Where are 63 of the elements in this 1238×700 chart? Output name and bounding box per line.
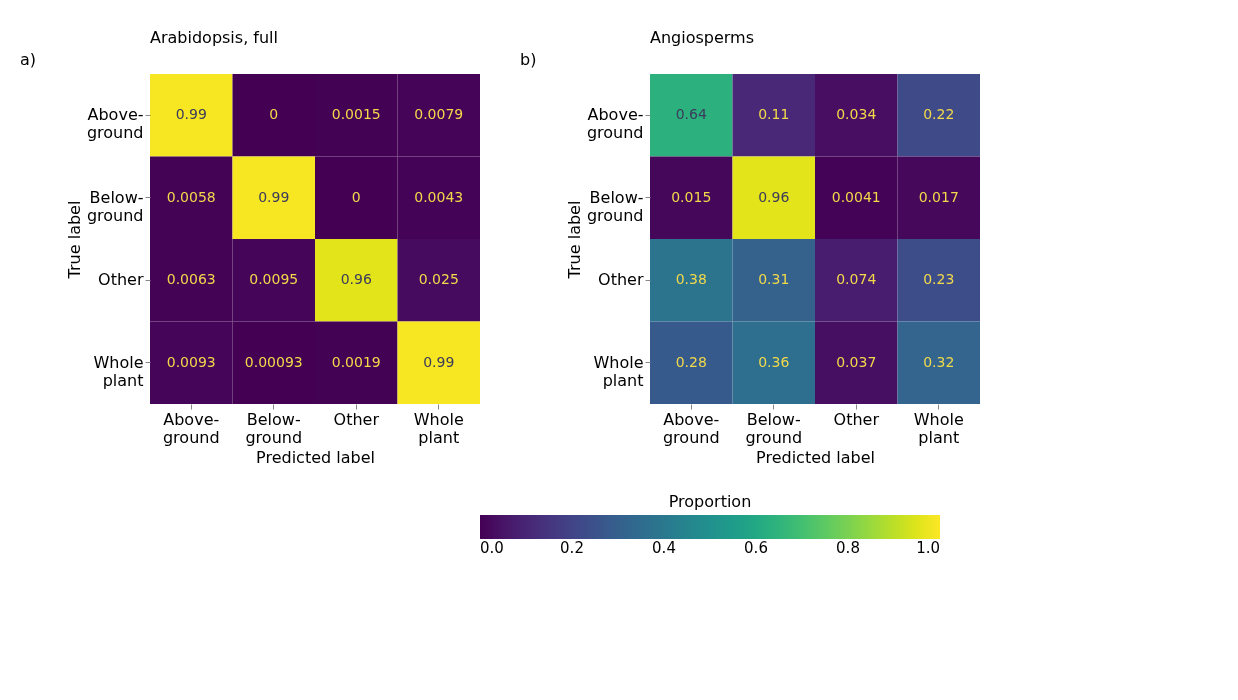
chart-title: Angiosperms [650, 28, 755, 47]
chart-title: Arabidopsis, full [150, 28, 278, 47]
data-label: 0.0093 [166, 353, 216, 370]
color-bar-title: Proportion [668, 492, 752, 511]
data-label: 0.23 [923, 271, 955, 288]
x-tick-label: Below-ground [245, 409, 303, 447]
data-label: 0.0041 [831, 188, 881, 205]
y-tick-label: Below-ground [86, 187, 144, 225]
data-label: 0.64 [675, 106, 707, 123]
y-tick-label: Whole plant [593, 352, 644, 390]
y-tick-label: Other [98, 270, 144, 290]
text: a) [20, 50, 37, 69]
data-label: 0.025 [418, 271, 459, 288]
data-label: 0 [269, 106, 279, 123]
data-label: 0 [351, 188, 361, 205]
y-tick-label: Other [598, 270, 644, 290]
data-label: 0.0015 [331, 106, 381, 123]
data-label: 0.99 [423, 353, 455, 370]
data-label: 0.36 [758, 353, 790, 370]
data-label: 0.0043 [414, 188, 464, 205]
y-tick-label: Below-ground [586, 187, 644, 225]
data-label: 0.074 [836, 271, 877, 288]
data-label: 0.00093 [244, 353, 303, 370]
data-label: 0.96 [758, 188, 790, 205]
data-label: 0.037 [836, 353, 877, 370]
x-axis-title: Predicted label [756, 447, 875, 467]
x-tick-label: Below-ground [745, 409, 803, 447]
data-label: 0.99 [175, 106, 207, 123]
color-bar-label: 0.6 [744, 539, 768, 557]
data-label: 0.38 [675, 271, 707, 288]
x-tick-label: Other [833, 409, 880, 429]
color-bar-label: 0.4 [652, 539, 676, 557]
x-tick-label: Other [333, 409, 380, 429]
data-label: 0.0019 [331, 353, 381, 370]
color-bar-label: 1.0 [916, 539, 940, 557]
color-bar-label: 0.0 [480, 539, 504, 557]
color-bar-label: 0.8 [836, 539, 860, 557]
data-label: 0.11 [758, 106, 790, 123]
y-tick-label: Whole plant [93, 352, 144, 390]
x-axis-title: Predicted label [256, 447, 375, 467]
y-tick-label: Above-ground [586, 105, 644, 143]
data-label: 0.28 [675, 353, 707, 370]
color-bar-label: 0.2 [560, 539, 584, 557]
data-label: 0.31 [758, 271, 790, 288]
x-tick-label: Above-ground [162, 409, 220, 447]
data-label: 0.015 [671, 188, 712, 205]
data-label: 0.32 [923, 353, 955, 370]
text: b) [520, 50, 537, 69]
data-label: 0.22 [923, 106, 955, 123]
x-tick-label: Whole plant [913, 409, 964, 447]
x-tick-label: Whole plant [413, 409, 464, 447]
data-label: 0.0063 [166, 271, 216, 288]
y-tick-label: Above-ground [86, 105, 144, 143]
y-axis-title: True label [564, 200, 584, 280]
data-label: 0.034 [836, 106, 877, 123]
data-label: 0.017 [918, 188, 959, 205]
data-label: 0.0058 [166, 188, 216, 205]
y-axis-title: True label [64, 200, 84, 280]
data-label: 0.0079 [414, 106, 464, 123]
x-tick-label: Above-ground [662, 409, 720, 447]
data-label: 0.96 [340, 271, 372, 288]
data-label: 0.0095 [249, 271, 299, 288]
data-label: 0.99 [258, 188, 290, 205]
